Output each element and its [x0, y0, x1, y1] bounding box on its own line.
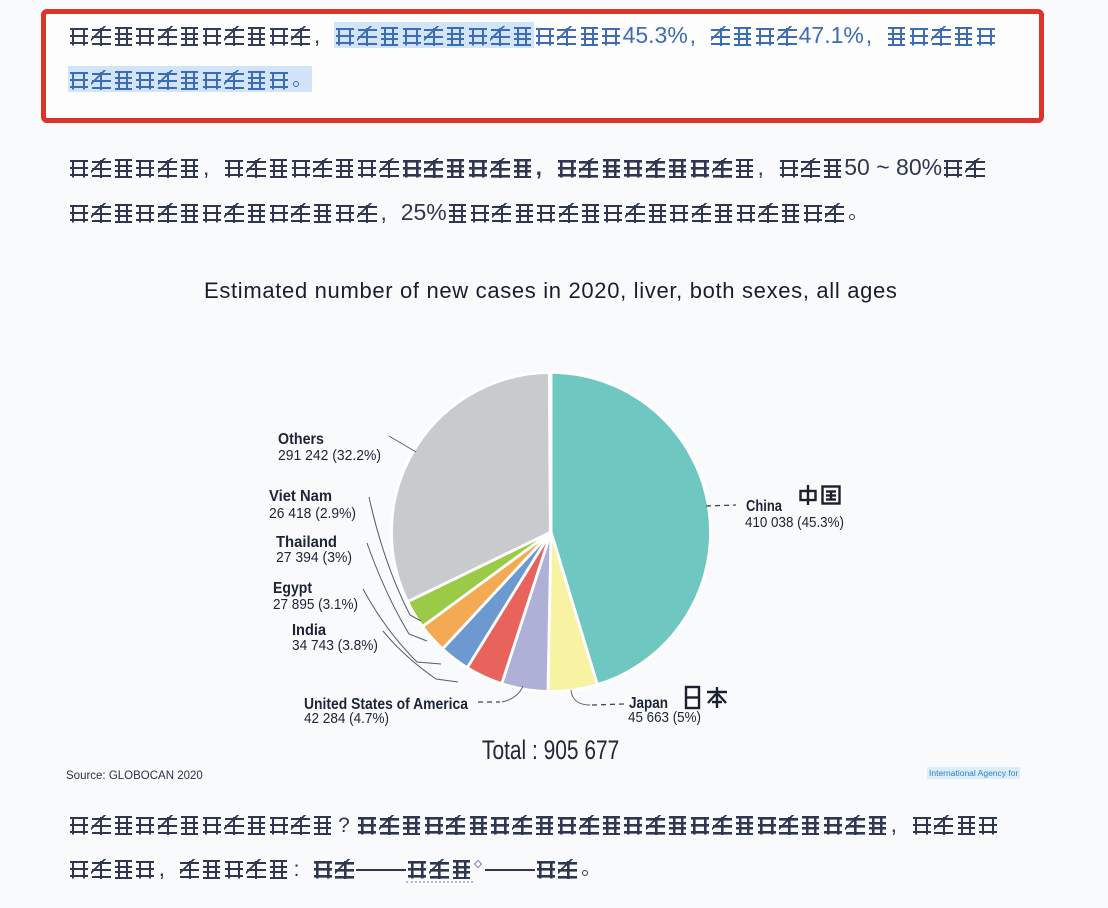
svg-text:34 743 (3.8%): 34 743 (3.8%): [292, 637, 378, 654]
svg-text:Egypt: Egypt: [273, 580, 312, 597]
svg-text:26 418 (2.9%): 26 418 (2.9%): [269, 505, 356, 522]
svg-text:Japan: Japan: [629, 695, 668, 712]
svg-text:27 895 (3.1%): 27 895 (3.1%): [273, 596, 358, 613]
svg-text:45 663 (5%): 45 663 (5%): [628, 709, 701, 726]
svg-text:India: India: [292, 622, 326, 639]
svg-text:Thailand: Thailand: [276, 534, 337, 551]
svg-text:410 038 (45.3%): 410 038 (45.3%): [745, 514, 844, 531]
svg-text:China: China: [746, 498, 782, 515]
svg-text:291 242 (32.2%): 291 242 (32.2%): [278, 447, 381, 464]
svg-text:Viet Nam: Viet Nam: [269, 488, 332, 505]
svg-text:United States of America: United States of America: [304, 696, 468, 713]
svg-text:42 284 (4.7%): 42 284 (4.7%): [304, 710, 389, 727]
svg-text:27 394 (3%): 27 394 (3%): [276, 549, 352, 566]
svg-text:Others: Others: [278, 431, 324, 448]
